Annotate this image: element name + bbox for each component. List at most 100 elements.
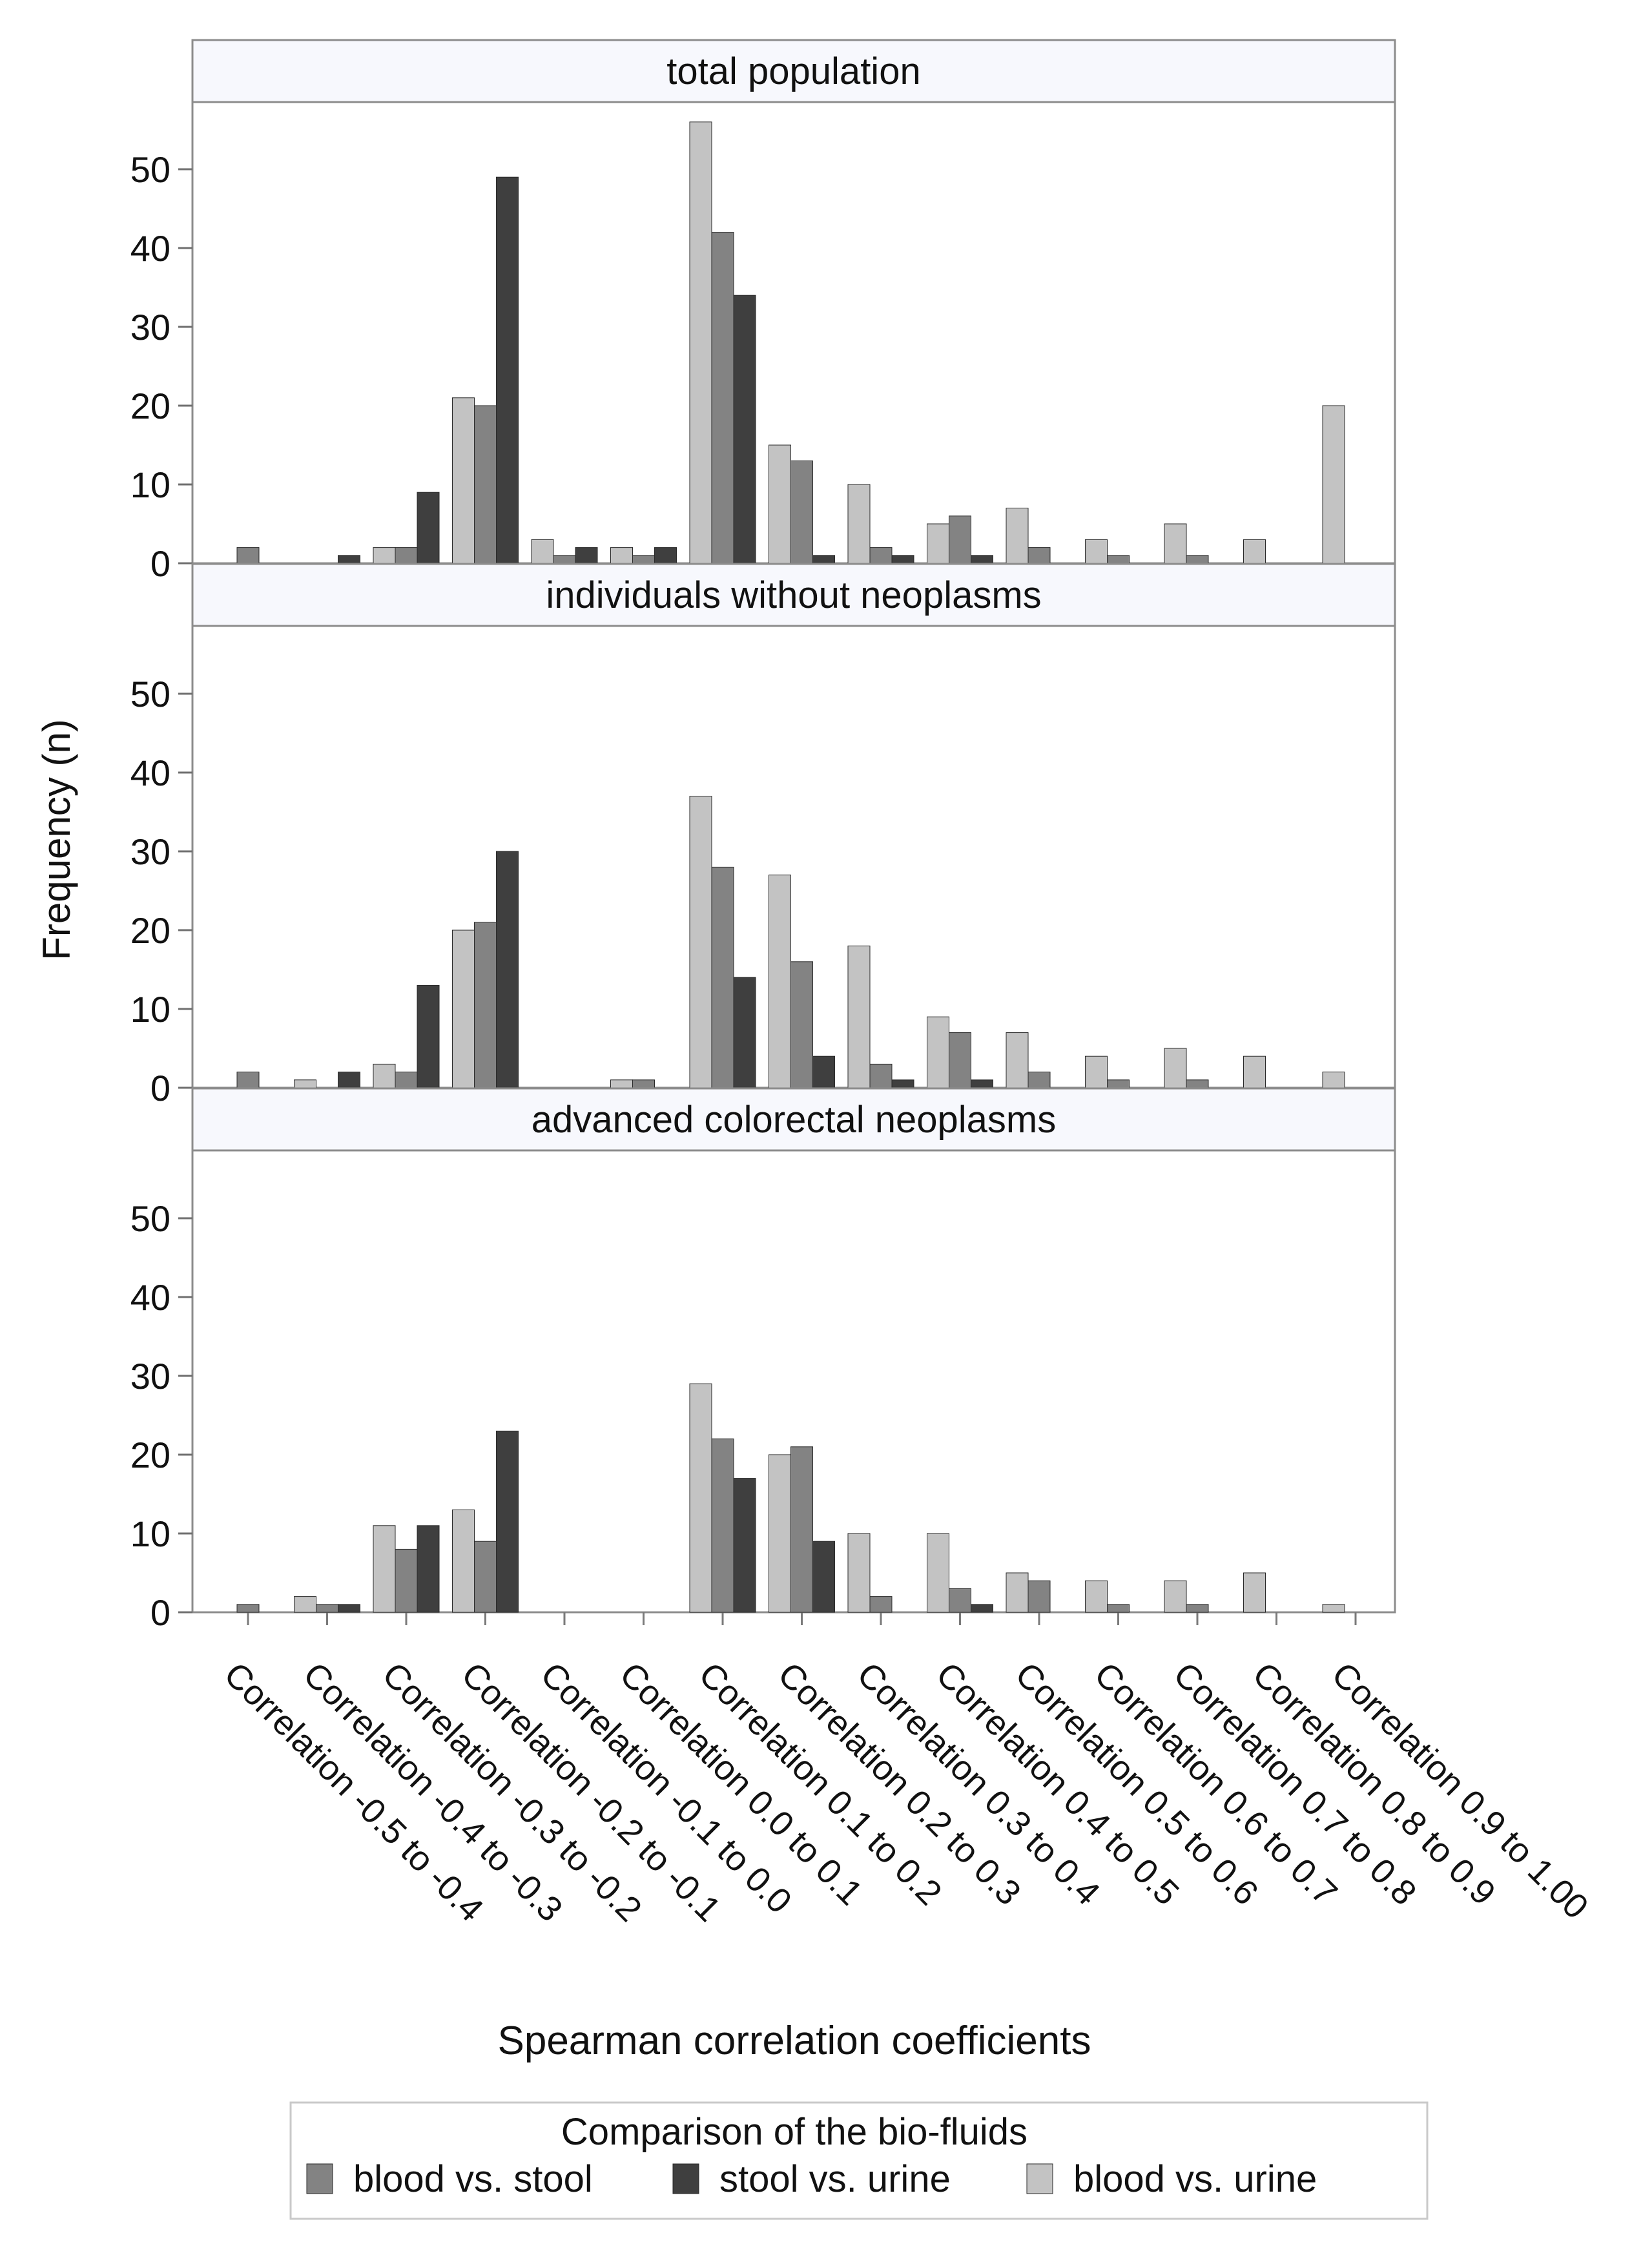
bar: [294, 1079, 316, 1088]
panel-strip: [191, 563, 1396, 627]
bar: [395, 1072, 418, 1088]
bar: [1186, 1079, 1209, 1088]
bar: [711, 1439, 734, 1613]
bar: [927, 1016, 949, 1088]
bar: [847, 945, 871, 1088]
bar: [1107, 1604, 1130, 1613]
legend-label: blood vs. stool: [353, 2158, 593, 2200]
bar: [610, 547, 633, 564]
bar: [474, 1541, 497, 1613]
bar: [575, 547, 598, 564]
bar: [1186, 1604, 1209, 1613]
bar: [1027, 1072, 1051, 1088]
panel-title: individuals without neoplasms: [546, 574, 1041, 616]
panel-1: total population 0 10 20 30 40 50: [130, 39, 1396, 584]
bar: [1164, 523, 1187, 564]
bar: [338, 555, 360, 564]
panel-3: advanced colorectal neoplasms 0 10 20 30 40 50: [130, 1087, 1396, 1633]
bar: [790, 961, 813, 1088]
bar: [236, 547, 260, 564]
bar: [496, 1430, 519, 1613]
bar: [847, 484, 871, 564]
bar: [733, 1478, 756, 1613]
legend-label: blood vs. urine: [1073, 2158, 1317, 2200]
bar: [452, 1509, 475, 1613]
bar: [1107, 555, 1130, 564]
bar: [733, 977, 756, 1088]
bar: [769, 1454, 791, 1613]
bar: [1006, 508, 1029, 564]
y-tick-label: 10: [130, 1513, 170, 1554]
bar: [689, 1383, 712, 1613]
y-tick-label: 50: [130, 1198, 170, 1239]
y-tick-label: 30: [130, 1356, 170, 1397]
bar: [373, 547, 396, 564]
bar: [711, 866, 734, 1088]
y-tick-label: 10: [130, 464, 170, 505]
y-tick-label: 0: [150, 1592, 170, 1633]
bar: [553, 555, 576, 564]
bar: [1322, 405, 1345, 564]
y-axis-label: Frequency (n): [35, 719, 78, 960]
bar: [711, 232, 734, 564]
bar: [812, 1541, 835, 1613]
y-tick-label: 0: [150, 543, 170, 584]
bar: [338, 1072, 360, 1088]
bar: [373, 1063, 396, 1088]
panel-2: individuals without neoplasms 0 10 20 30 40 50: [130, 563, 1396, 1108]
bar: [1164, 1048, 1187, 1088]
bar: [294, 1596, 316, 1613]
bar: [971, 555, 993, 564]
bar: [1186, 555, 1209, 564]
bar: [1085, 1580, 1108, 1613]
bar: [1006, 1572, 1029, 1613]
y-tick-label: 20: [130, 386, 170, 426]
bar: [610, 1079, 633, 1088]
bar: [474, 405, 497, 564]
bar: [949, 515, 971, 564]
y-tick-label: 30: [130, 307, 170, 348]
bar: [452, 930, 475, 1088]
y-tick-label: 50: [130, 674, 170, 714]
legend-label: stool vs. urine: [719, 2158, 951, 2200]
y-tick-label: 30: [130, 831, 170, 872]
bar: [236, 1072, 260, 1088]
bar: [474, 922, 497, 1088]
bar: [1085, 539, 1108, 564]
bar: [812, 1055, 835, 1088]
legend-swatch: [306, 2163, 333, 2194]
bar: [869, 1596, 893, 1613]
bar: [654, 547, 677, 564]
bar: [316, 1604, 338, 1613]
legend-entries: blood vs. stool stool vs. urine blood vs. …: [306, 2158, 1317, 2200]
bar: [971, 1604, 993, 1613]
legend-title: Comparison of the bio-fluids: [561, 2111, 1027, 2153]
bar: [395, 547, 418, 564]
bar: [452, 397, 475, 564]
bar: [1322, 1072, 1345, 1088]
bar: [1027, 1580, 1051, 1613]
bar: [927, 1533, 949, 1613]
bar: [733, 295, 756, 564]
y-tick-label: 50: [130, 149, 170, 190]
bar: [790, 1446, 813, 1613]
y-tick-label: 20: [130, 1435, 170, 1475]
panel-title: total population: [666, 50, 920, 92]
bar: [769, 875, 791, 1088]
bar: [869, 1063, 893, 1088]
bar: [1107, 1079, 1130, 1088]
bar: [496, 851, 519, 1088]
bar: [632, 555, 655, 564]
y-tick-label: 40: [130, 228, 170, 269]
bar: [1027, 547, 1051, 564]
bar: [417, 492, 440, 564]
bar: [496, 176, 519, 564]
bar: [847, 1533, 871, 1613]
y-tick-label: 40: [130, 753, 170, 793]
legend-swatch: [1026, 2163, 1053, 2194]
bar: [531, 539, 554, 564]
bar: [812, 555, 835, 564]
bar: [236, 1604, 260, 1613]
bar: [1243, 539, 1266, 564]
